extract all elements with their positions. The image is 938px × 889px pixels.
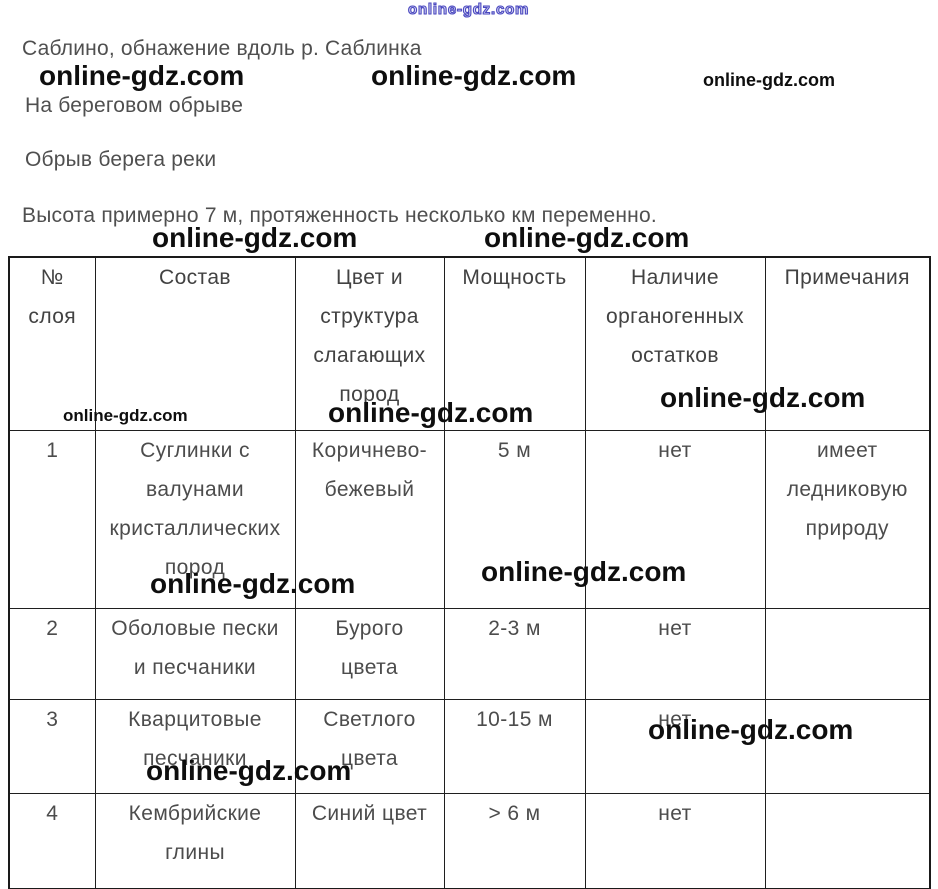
table-row: 3 Кварцитовые песчаники Светлого цвета 1…	[8, 698, 931, 794]
watermark: online-gdz.com	[39, 60, 245, 91]
cell-layer-number: 1	[8, 429, 96, 609]
cell-thickness: > 6 м	[443, 792, 586, 889]
dimensions-line: Высота примерно 7 м, протяженность неско…	[22, 204, 657, 227]
table-row: 4 Кембрийские глины Синий цвет > 6 м нет	[8, 792, 931, 889]
table-row: 2 Оболовые пески и песчаники Бурого цвет…	[8, 607, 931, 700]
cell-thickness: 10-15 м	[443, 698, 586, 794]
watermark: online-gdz.com	[484, 222, 690, 253]
cell-composition: Кембрийские глины	[94, 792, 296, 889]
header-notes: Примечания	[764, 256, 931, 431]
header-layer-number: № слоя	[8, 256, 96, 431]
cell-thickness: 2-3 м	[443, 607, 586, 700]
cell-composition: Оболовые пески и песчаники	[94, 607, 296, 700]
observation-place-line: На береговом обрыве	[25, 94, 244, 117]
header-organic-remains: Наличие органогенных остатков	[584, 256, 766, 431]
watermark: online-gdz.com	[481, 556, 687, 587]
table-row: 1 Суглинки с валунами кристаллических по…	[8, 429, 931, 609]
watermark: online-gdz.com	[63, 406, 188, 425]
cell-thickness: 5 м	[443, 429, 586, 609]
outcrop-type-line: Обрыв берега реки	[25, 148, 217, 171]
watermark: online-gdz.com	[150, 568, 356, 599]
header-thickness: Мощность	[443, 256, 586, 431]
cell-notes	[764, 698, 931, 794]
cell-organic: нет	[584, 429, 766, 609]
watermark: online-gdz.com	[660, 382, 866, 413]
cell-notes	[764, 607, 931, 700]
cell-organic: нет	[584, 698, 766, 794]
cell-notes: имеет ледниковую природу	[764, 429, 931, 609]
cell-organic: нет	[584, 607, 766, 700]
location-title: Саблино, обнажение вдоль р. Саблинка	[22, 37, 422, 60]
cell-composition: Кварцитовые песчаники	[94, 698, 296, 794]
watermark: online-gdz.com	[703, 70, 835, 90]
header-composition: Состав	[94, 256, 296, 431]
cell-layer-number: 4	[8, 792, 96, 889]
cell-color: Светлого цвета	[294, 698, 445, 794]
cell-layer-number: 2	[8, 607, 96, 700]
cell-layer-number: 3	[8, 698, 96, 794]
watermark-outline: online-gdz.com	[407, 1, 530, 18]
cell-composition: Суглинки с валунами кристаллических поро…	[94, 429, 296, 609]
watermark: online-gdz.com	[648, 714, 854, 745]
cell-color: Бурого цвета	[294, 607, 445, 700]
cell-organic: нет	[584, 792, 766, 889]
header-color-structure: Цвет и структура слагающих пород	[294, 256, 445, 431]
layers-table: № слоя Состав Цвет и структура слагающих…	[8, 256, 931, 889]
watermark: online-gdz.com	[328, 397, 534, 428]
watermark: online-gdz.com	[146, 755, 352, 786]
watermark: online-gdz.com	[371, 60, 577, 91]
table-header-row: № слоя Состав Цвет и структура слагающих…	[8, 256, 931, 431]
watermark: online-gdz.com	[152, 222, 358, 253]
cell-color: Синий цвет	[294, 792, 445, 889]
cell-notes	[764, 792, 931, 889]
